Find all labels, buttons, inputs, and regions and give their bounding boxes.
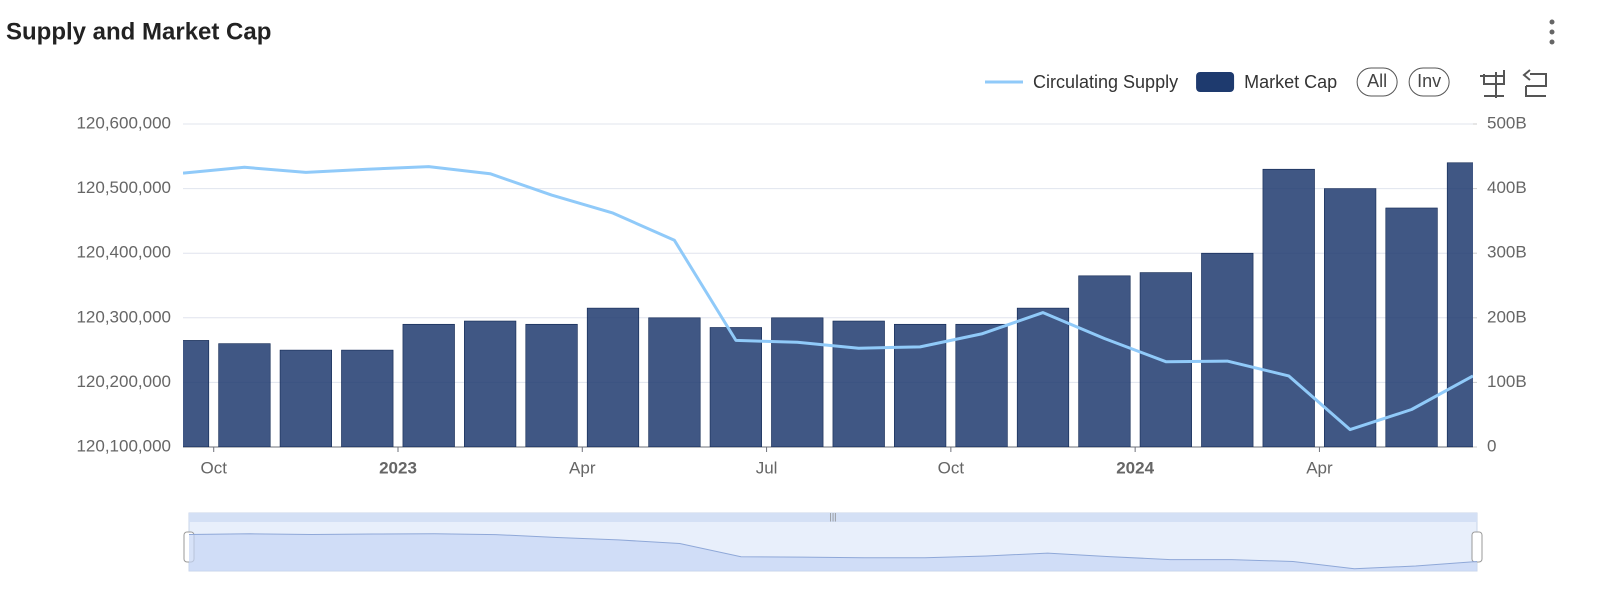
y2-tick-label: 500B — [1487, 113, 1527, 132]
legend-label: Circulating Supply — [1033, 72, 1178, 92]
legend-swatch — [1196, 72, 1235, 92]
bar — [1385, 207, 1438, 447]
y-tick-label: 120,500,000 — [76, 178, 171, 197]
y2-tick-label: 400B — [1487, 178, 1527, 197]
zoom-icon[interactable] — [1480, 69, 1547, 98]
menu-icon[interactable] — [1549, 19, 1555, 45]
bar — [525, 323, 578, 447]
bar — [648, 317, 701, 447]
y2-tick-label: 100B — [1487, 372, 1527, 391]
button-outline — [1356, 67, 1398, 97]
x-tick-label: Oct — [200, 458, 227, 477]
legend-label: Market Cap — [1244, 72, 1337, 92]
x-tick-label: 2023 — [379, 458, 417, 477]
bar — [1078, 275, 1131, 447]
x-tick-label: Apr — [569, 458, 596, 477]
y-tick-label: 120,100,000 — [76, 436, 171, 455]
plot-area — [183, 162, 1473, 447]
chart-title: Supply and Market Cap — [6, 18, 271, 45]
bar — [1139, 272, 1192, 447]
y-tick-label: 120,200,000 — [76, 372, 171, 391]
y2-tick-label: 300B — [1487, 243, 1527, 262]
x-tick-label: 2024 — [1116, 458, 1154, 477]
y2-tick-label: 0 — [1487, 436, 1496, 455]
bar — [709, 327, 762, 447]
bar — [1446, 162, 1473, 447]
navigator-area — [189, 533, 1477, 571]
bar — [341, 349, 394, 447]
bar — [832, 320, 885, 447]
y-tick-label: 120,400,000 — [76, 243, 171, 262]
y2-tick-label: 200B — [1487, 307, 1527, 326]
svg-text:|||: ||| — [829, 511, 836, 521]
line — [183, 165, 1473, 432]
bar — [771, 317, 824, 447]
toggle-button[interactable]: All — [1356, 67, 1398, 97]
bar — [402, 323, 455, 447]
bar — [464, 320, 517, 447]
button-outline — [1408, 67, 1450, 97]
toggle-button[interactable]: Inv — [1408, 67, 1450, 97]
bar — [279, 349, 332, 447]
bar — [218, 343, 271, 447]
y-tick-label: 120,300,000 — [76, 307, 171, 326]
toolbar: All Inv — [1356, 67, 1450, 97]
bar — [183, 340, 210, 447]
bar — [1262, 168, 1315, 447]
bar — [1324, 188, 1377, 447]
x-tick-label: Apr — [1306, 458, 1333, 477]
x-tick-label: Jul — [756, 458, 778, 477]
legend: Circulating Supply Market Cap — [985, 72, 1337, 92]
button-label: All — [1367, 71, 1387, 91]
bar — [1201, 252, 1254, 447]
x-tick-label: Oct — [938, 458, 965, 477]
navigator-line — [188, 533, 1478, 570]
bar — [1016, 307, 1070, 447]
y-tick-label: 120,600,000 — [76, 113, 171, 132]
bar — [955, 323, 1008, 447]
button-label: Inv — [1417, 71, 1441, 91]
bar — [586, 307, 640, 447]
